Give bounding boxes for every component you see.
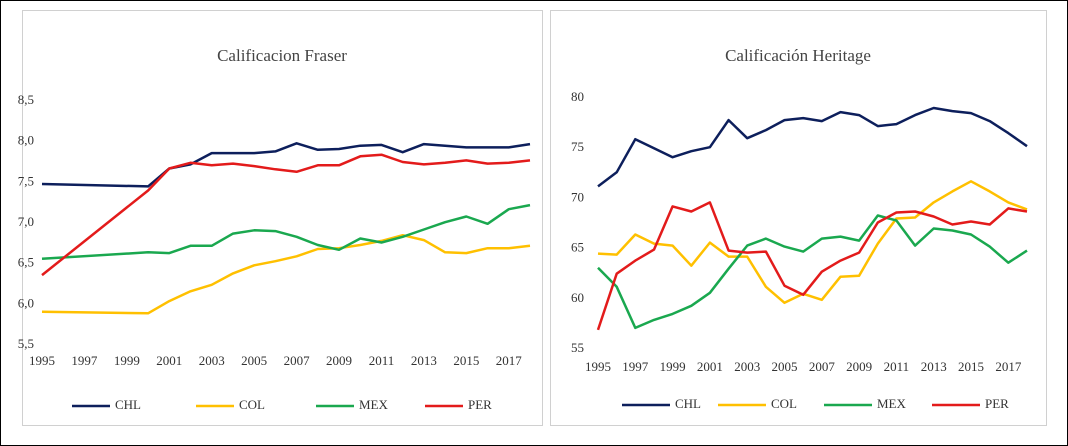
x-tick-label: 2015 (958, 359, 984, 374)
series-line (597, 106, 1028, 188)
x-tick-label: 2017 (995, 359, 1022, 374)
series-line (41, 203, 531, 261)
y-tick-label: 8,0 (18, 133, 34, 148)
panel-frame (550, 10, 1047, 426)
legend-label: MEX (359, 397, 389, 412)
x-tick-label: 2003 (199, 353, 225, 368)
series-line (597, 214, 1028, 330)
y-tick-label: 6,0 (18, 295, 34, 310)
y-tick-label: 8,5 (18, 92, 34, 107)
legend-label: CHL (115, 397, 141, 412)
y-tick-label: 65 (571, 240, 584, 255)
legend-label: PER (468, 397, 492, 412)
chart-title: Calificacion Fraser (217, 46, 347, 65)
x-tick-label: 2001 (697, 359, 723, 374)
x-tick-label: 1997 (622, 359, 649, 374)
x-tick-label: 2011 (884, 359, 910, 374)
legend-label: MEX (877, 396, 907, 411)
x-tick-label: 2007 (809, 359, 836, 374)
x-tick-label: 2015 (453, 353, 479, 368)
chart-title: Calificación Heritage (725, 46, 871, 65)
x-tick-label: 1997 (71, 353, 98, 368)
y-tick-label: 60 (571, 290, 584, 305)
x-tick-label: 1999 (660, 359, 686, 374)
legend-label: CHL (675, 396, 701, 411)
series-line (597, 180, 1028, 305)
x-tick-label: 2007 (284, 353, 311, 368)
x-tick-label: 2005 (772, 359, 798, 374)
legend-label: PER (985, 396, 1009, 411)
y-tick-label: 7,5 (18, 173, 34, 188)
x-tick-label: 2011 (369, 353, 395, 368)
y-tick-label: 80 (571, 89, 584, 104)
x-tick-label: 1999 (114, 353, 140, 368)
x-tick-label: 2013 (411, 353, 437, 368)
x-tick-label: 2001 (156, 353, 182, 368)
y-tick-label: 5,5 (18, 336, 34, 351)
panel-frame (22, 10, 543, 426)
x-tick-label: 2013 (921, 359, 947, 374)
x-tick-label: 2009 (326, 353, 352, 368)
legend-label: COL (771, 396, 797, 411)
x-tick-label: 2003 (734, 359, 760, 374)
x-tick-label: 2005 (241, 353, 267, 368)
y-tick-label: 6,5 (18, 255, 34, 270)
x-tick-label: 1995 (585, 359, 611, 374)
x-tick-label: 2017 (496, 353, 523, 368)
y-tick-label: 70 (571, 189, 584, 204)
series-line (596, 201, 1028, 331)
y-tick-label: 75 (571, 139, 584, 154)
y-tick-label: 7,0 (18, 214, 34, 229)
y-tick-label: 55 (571, 340, 584, 355)
legend-label: COL (239, 397, 265, 412)
x-tick-label: 1995 (29, 353, 55, 368)
x-tick-label: 2009 (846, 359, 872, 374)
series-line (41, 153, 531, 277)
